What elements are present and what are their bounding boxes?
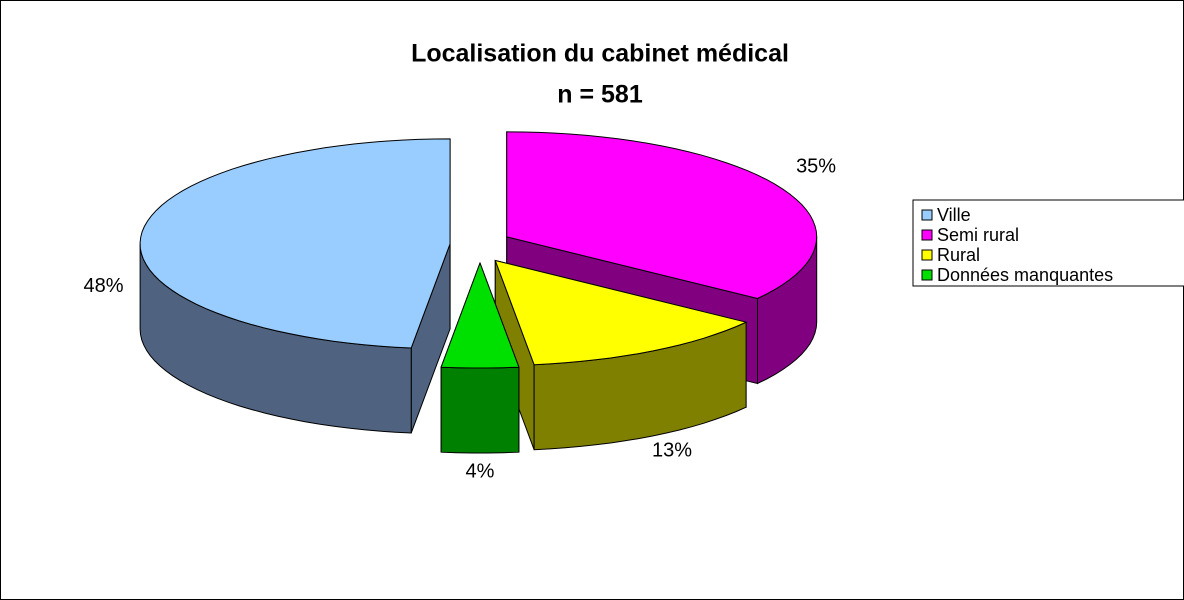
legend-label: Semi rural (937, 225, 1019, 245)
data-label: 35% (796, 156, 836, 178)
chart-title: Localisation du cabinet médical (411, 40, 789, 68)
slice-top (506, 131, 818, 300)
legend-box (912, 199, 1184, 287)
chart-subtitle: n = 581 (557, 81, 643, 109)
legend-label: Rural (937, 245, 980, 265)
legend-swatch (921, 229, 933, 241)
slice-side (440, 366, 520, 454)
slice (494, 259, 748, 451)
legend-swatch (921, 269, 933, 281)
data-label: 48% (84, 275, 124, 297)
legend-label: Ville (937, 205, 971, 225)
slice-top (139, 138, 451, 349)
data-label: 13% (652, 440, 692, 462)
slice-top (440, 261, 520, 369)
legend-swatch (921, 209, 933, 221)
slice (440, 261, 520, 454)
slice (139, 138, 451, 434)
legend-label: Données manquantes (937, 265, 1113, 285)
slice-top (494, 259, 748, 366)
data-label: 4% (466, 461, 495, 483)
legend-swatch (921, 249, 933, 261)
